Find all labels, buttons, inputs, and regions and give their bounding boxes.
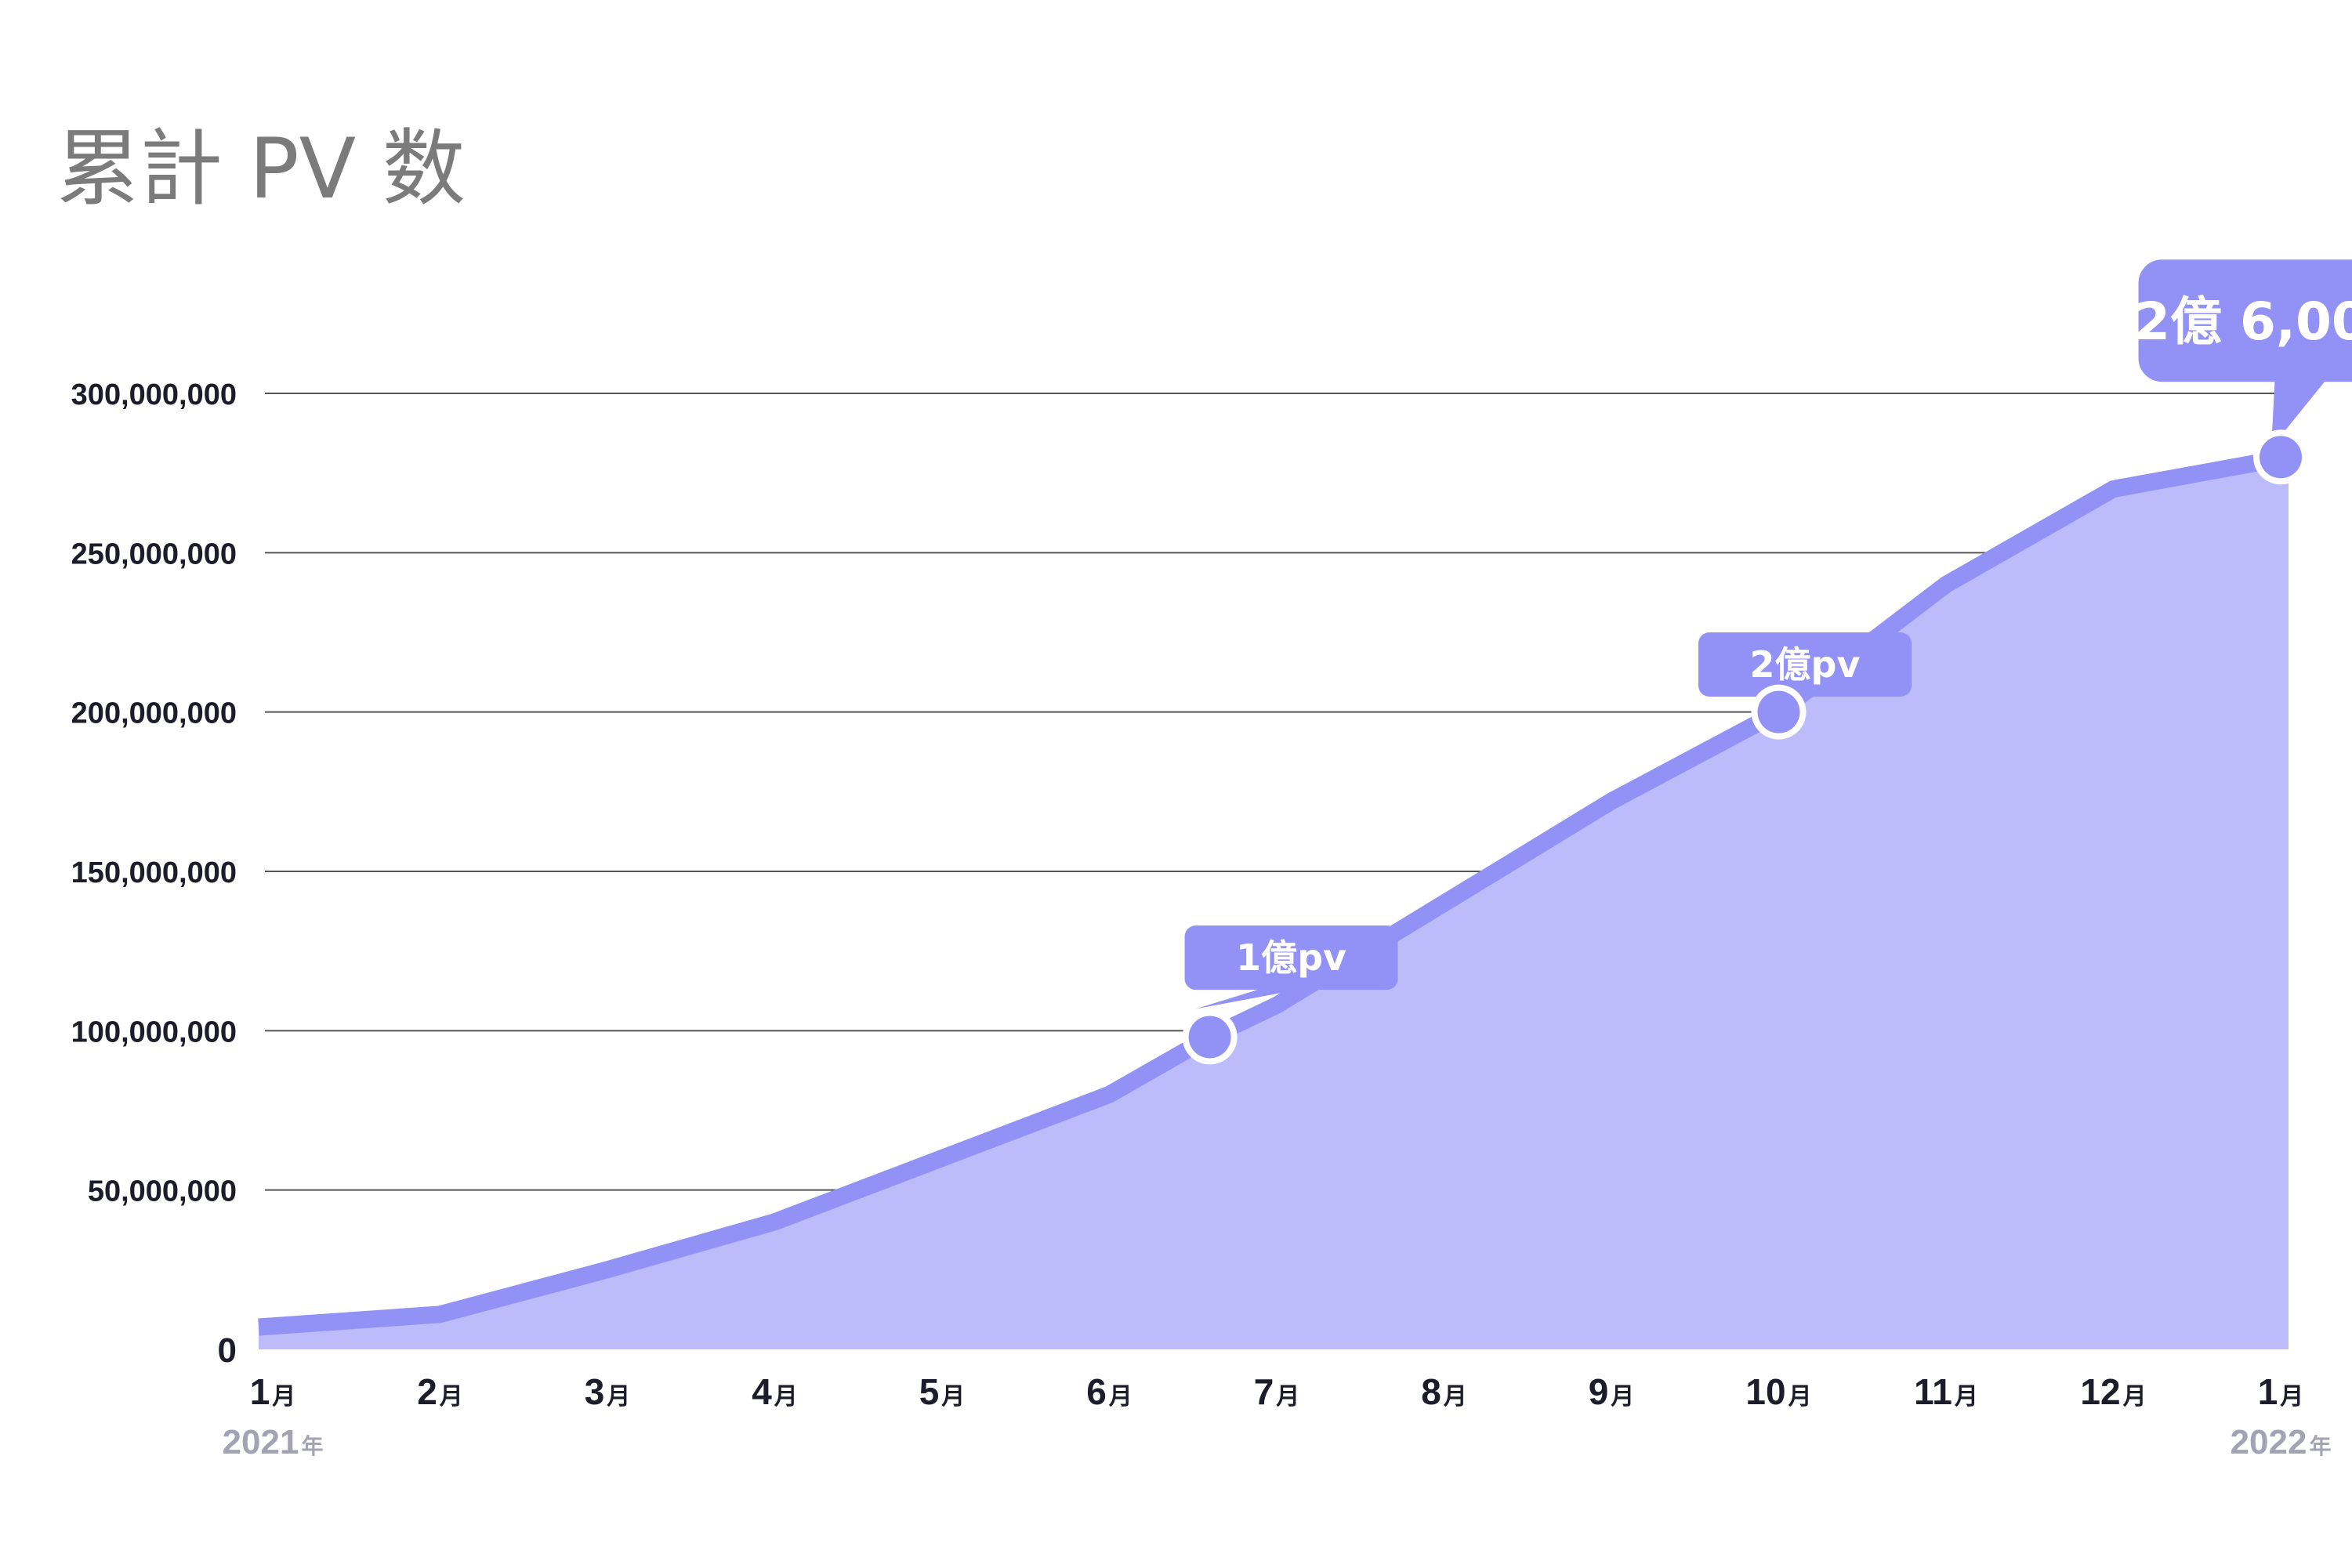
callout-label: 2億 6,000万 pv — [2134, 292, 2352, 352]
x-tick-number: 7 — [1254, 1371, 1274, 1412]
x-tick-label: 11 月 — [1914, 1371, 1978, 1412]
x-tick-unit: 月 — [1788, 1383, 1812, 1410]
year-number: 2022 — [2231, 1423, 2307, 1461]
axis-labels: 0 50,000,000 100,000,000 150,000,000 200,000… — [71, 378, 2332, 1461]
x-tick-number: 11 — [1914, 1371, 1952, 1412]
callout-box — [1184, 925, 1398, 990]
x-tick-unit: 月 — [607, 1383, 630, 1410]
x-tick-unit: 月 — [2280, 1383, 2303, 1410]
area-fill — [259, 457, 2289, 1349]
callouts: 1億pv 2億pv 2億 6,000万 pv — [1182, 259, 2352, 1065]
x-tick-number: 3 — [585, 1371, 605, 1412]
x-tick-unit: 月 — [941, 1383, 965, 1410]
x-tick-number: 10 — [1745, 1371, 1785, 1412]
x-tick-unit: 月 — [1109, 1383, 1133, 1410]
x-tick-label: 10 月 — [1745, 1371, 1811, 1412]
x-tick-unit: 月 — [1955, 1383, 1978, 1410]
year-unit: 年 — [2309, 1433, 2331, 1459]
callout: 2億pv — [1698, 632, 1912, 740]
plot-area — [258, 448, 2290, 1349]
x-tick-number: 9 — [1589, 1371, 1609, 1412]
x-tick-unit: 月 — [2123, 1383, 2147, 1410]
x-tick-number: 4 — [752, 1371, 772, 1412]
year-unit: 年 — [301, 1433, 323, 1459]
data-marker — [1757, 690, 1800, 733]
x-tick-number: 8 — [1421, 1371, 1441, 1412]
series-line — [258, 448, 2290, 1336]
x-tick-number: 12 — [2080, 1371, 2120, 1412]
y-tick-label: 0 — [218, 1331, 237, 1370]
x-tick-unit: 月 — [1611, 1383, 1634, 1410]
chart-title: 累計 PV 数 — [56, 121, 466, 217]
x-tick-label: 12 月 — [2080, 1371, 2146, 1412]
callout-pointer — [1195, 987, 1315, 1009]
y-tick-label: 150,000,000 — [71, 856, 237, 889]
callout-box — [2138, 259, 2352, 382]
x-tick-number: 1 — [250, 1371, 270, 1412]
x-year-label: 2022 年 — [2231, 1423, 2332, 1461]
y-tick-label: 300,000,000 — [71, 378, 237, 411]
callout: 2億 6,000万 pv — [2134, 259, 2352, 485]
y-tick-label: 200,000,000 — [71, 697, 237, 730]
x-tick-number: 1 — [2258, 1371, 2278, 1412]
x-tick-unit: 月 — [440, 1383, 463, 1410]
x-tick-unit: 月 — [272, 1383, 295, 1410]
data-marker — [2260, 436, 2302, 479]
x-tick-unit: 月 — [1276, 1383, 1299, 1410]
callout-label: 2億pv — [1750, 643, 1861, 686]
x-tick-number: 2 — [417, 1371, 437, 1412]
x-year-label: 2021 年 — [223, 1423, 324, 1461]
callout-label: 1億pv — [1236, 936, 1346, 979]
x-tick-unit: 月 — [774, 1383, 798, 1410]
year-number: 2021 — [223, 1423, 299, 1461]
y-tick-label: 250,000,000 — [71, 538, 237, 570]
y-tick-label: 100,000,000 — [71, 1016, 237, 1048]
y-tick-label: 50,000,000 — [88, 1175, 237, 1208]
callout: 1億pv — [1182, 925, 1398, 1065]
x-tick-number: 6 — [1086, 1371, 1107, 1412]
x-tick-unit: 月 — [1444, 1383, 1467, 1410]
data-marker — [1188, 1016, 1231, 1059]
x-tick-number: 5 — [919, 1371, 940, 1412]
callout-box — [1698, 632, 1912, 697]
